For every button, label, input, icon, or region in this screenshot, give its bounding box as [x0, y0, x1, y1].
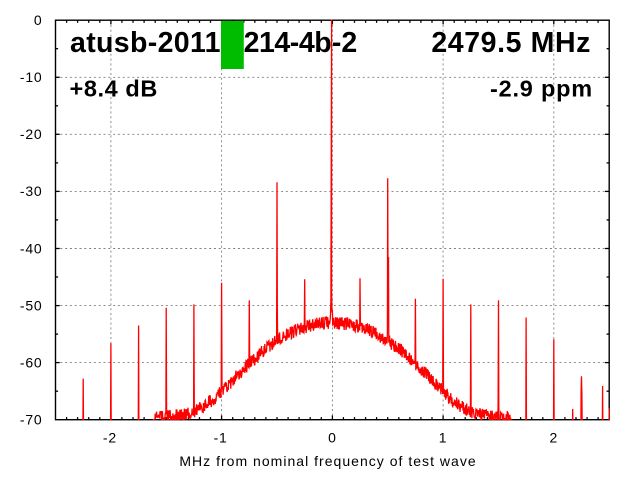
svg-text:+8.4 dB: +8.4 dB [70, 76, 158, 102]
svg-text:atusb-2011: atusb-2011 [70, 27, 221, 59]
svg-text:-2: -2 [332, 27, 357, 59]
svg-text:-20: -20 [20, 126, 43, 142]
svg-text:-40: -40 [20, 240, 43, 256]
svg-text:0: 0 [34, 12, 43, 28]
svg-text:-50: -50 [20, 297, 43, 313]
svg-text:0: 0 [328, 430, 337, 446]
svg-text:1: 1 [439, 430, 448, 446]
svg-text:2479.5 MHz: 2479.5 MHz [431, 27, 591, 59]
svg-text:-30: -30 [20, 183, 43, 199]
svg-text:-1: -1 [214, 430, 228, 446]
svg-text:-2.9 ppm: -2.9 ppm [490, 76, 593, 102]
svg-text:-70: -70 [20, 412, 43, 428]
svg-text:MHz from nominal frequency of: MHz from nominal frequency of test wave [179, 453, 476, 469]
svg-text:-60: -60 [20, 354, 43, 370]
svg-text:2: 2 [550, 430, 559, 446]
svg-text:-10: -10 [20, 69, 43, 85]
svg-text:214-4b: 214-4b [244, 27, 332, 59]
svg-text:-2: -2 [103, 430, 117, 446]
